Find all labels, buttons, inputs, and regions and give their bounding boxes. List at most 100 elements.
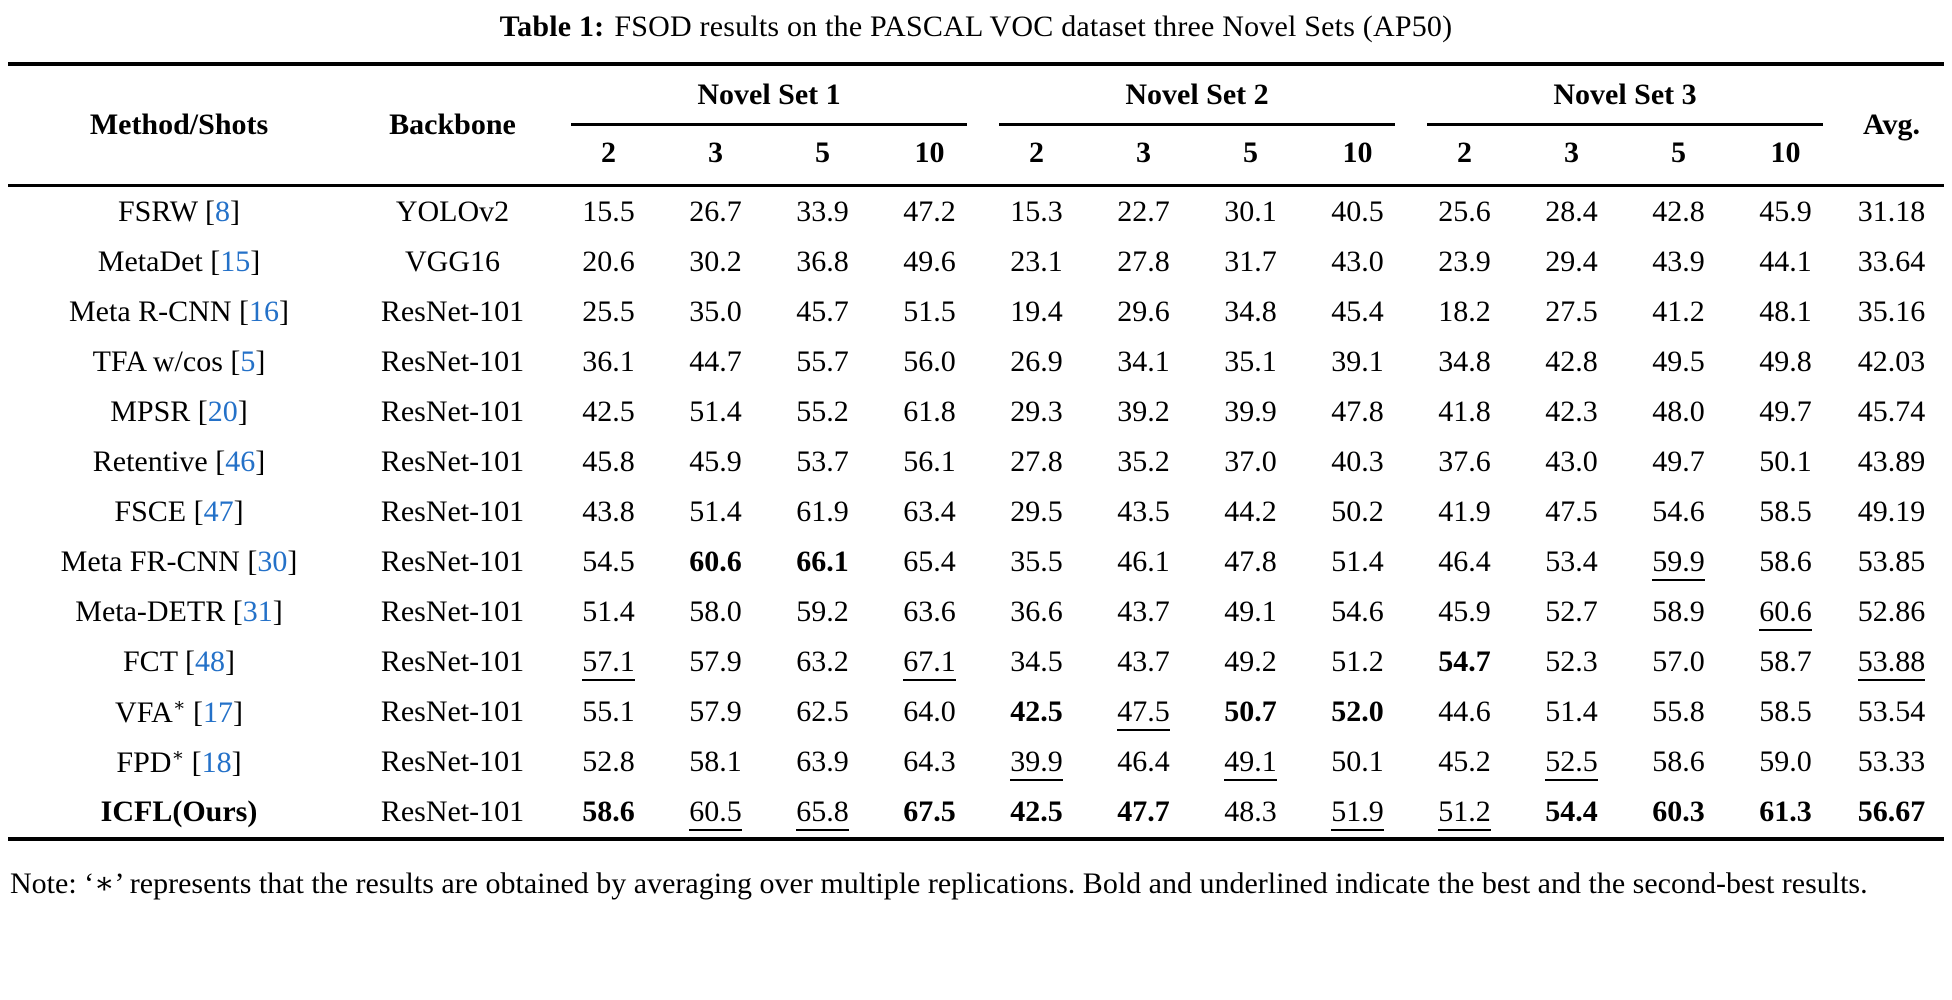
- value-text: 63.6: [903, 595, 956, 628]
- value-text: 45.4: [1331, 295, 1384, 328]
- table-row: FSRW [8] YOLOv2 15.5 26.7 33.9 47.2 15.3 22.7 30…: [8, 186, 1944, 238]
- value-text: 29.5: [1010, 495, 1063, 528]
- table-row: MPSR [20] ResNet-101 42.5 51.4 55.2 61.8 29.3 3…: [8, 387, 1944, 437]
- value-text: 49.1: [1224, 745, 1277, 781]
- value-cell: 25.5: [555, 287, 662, 337]
- value-cell: 45.7: [769, 287, 876, 337]
- col-header-avg: Avg.: [1839, 64, 1944, 187]
- method-name: TFA w/cos: [92, 345, 223, 378]
- value-text: 19.4: [1010, 295, 1063, 328]
- value-text: 45.9: [1438, 595, 1491, 628]
- citation-link[interactable]: 5: [240, 345, 256, 378]
- citation-link[interactable]: 16: [248, 295, 279, 328]
- value-text: 42.5: [582, 395, 635, 428]
- value-text: 36.1: [582, 345, 635, 378]
- value-cell: 55.7: [769, 337, 876, 387]
- value-text: 44.7: [689, 345, 742, 378]
- value-cell: 42.3: [1518, 387, 1625, 437]
- value-text: 53.88: [1857, 645, 1926, 681]
- value-text: 30.1: [1224, 195, 1277, 228]
- value-text: 57.9: [689, 695, 742, 728]
- value-cell: 50.1: [1732, 437, 1839, 487]
- value-cell: 60.5: [662, 787, 769, 841]
- value-text: 59.9: [1652, 545, 1705, 581]
- value-cell: 57.1: [555, 637, 662, 687]
- citation-link[interactable]: 46: [225, 445, 256, 478]
- shot-header: 3: [662, 126, 769, 187]
- citation-link[interactable]: 31: [242, 595, 273, 628]
- value-cell: 23.9: [1411, 237, 1518, 287]
- value-text: 29.4: [1545, 245, 1598, 278]
- value-cell: 55.8: [1625, 687, 1732, 737]
- citation-link[interactable]: 20: [207, 395, 238, 428]
- value-cell: 52.86: [1839, 587, 1944, 637]
- value-cell: 54.7: [1411, 637, 1518, 687]
- value-text: 45.2: [1438, 745, 1491, 778]
- value-cell: 43.9: [1625, 237, 1732, 287]
- value-cell: 52.3: [1518, 637, 1625, 687]
- value-text: 35.16: [1857, 295, 1926, 328]
- value-cell: 47.8: [1197, 537, 1304, 587]
- citation-link[interactable]: 18: [201, 745, 232, 779]
- value-cell: 23.1: [983, 237, 1090, 287]
- method-cell: ICFL(Ours): [8, 787, 350, 841]
- value-cell: 56.0: [876, 337, 983, 387]
- value-text: 50.2: [1331, 495, 1384, 528]
- shot-header: 10: [876, 126, 983, 187]
- value-text: 40.3: [1331, 445, 1384, 478]
- value-cell: 39.9: [1197, 387, 1304, 437]
- value-text: 34.5: [1010, 645, 1063, 678]
- asterisk-marker: ∗: [171, 744, 185, 766]
- value-text: 28.4: [1545, 195, 1598, 228]
- value-text: 58.6: [1652, 745, 1705, 778]
- value-text: 63.2: [796, 645, 849, 678]
- value-text: 58.9: [1652, 595, 1705, 628]
- value-text: 35.1: [1224, 345, 1277, 378]
- value-cell: 41.2: [1625, 287, 1732, 337]
- backbone-cell: ResNet-101: [380, 595, 525, 628]
- value-text: 33.64: [1857, 245, 1926, 278]
- citation-link[interactable]: 30: [257, 545, 288, 578]
- citation-link[interactable]: 48: [194, 645, 225, 678]
- value-cell: 31.18: [1839, 186, 1944, 238]
- table-row: MetaDet [15] VGG16 20.6 30.2 36.8 49.6 23.1 27.…: [8, 237, 1944, 287]
- value-text: 35.5: [1010, 545, 1063, 578]
- value-cell: 49.1: [1197, 587, 1304, 637]
- value-text: 46.1: [1117, 545, 1170, 578]
- value-cell: 66.1: [769, 537, 876, 587]
- value-cell: 64.0: [876, 687, 983, 737]
- value-text: 58.5: [1759, 495, 1812, 528]
- value-text: 47.2: [903, 195, 956, 228]
- value-cell: 44.6: [1411, 687, 1518, 737]
- value-text: 52.0: [1331, 695, 1384, 728]
- method-cell: MetaDet [15]: [97, 245, 261, 278]
- value-text: 54.6: [1331, 595, 1384, 628]
- value-cell: 29.6: [1090, 287, 1197, 337]
- value-cell: 29.4: [1518, 237, 1625, 287]
- citation-link[interactable]: 8: [215, 195, 230, 228]
- backbone-cell: ResNet-101: [380, 645, 525, 678]
- value-text: 15.3: [1010, 195, 1063, 228]
- value-cell: 46.1: [1090, 537, 1197, 587]
- value-text: 43.5: [1117, 495, 1170, 528]
- value-cell: 36.8: [769, 237, 876, 287]
- value-cell: 36.1: [555, 337, 662, 387]
- value-text: 49.2: [1224, 645, 1277, 678]
- citation-link[interactable]: 47: [203, 495, 234, 528]
- shot-header: 5: [1625, 126, 1732, 187]
- value-cell: 35.2: [1090, 437, 1197, 487]
- value-text: 52.5: [1545, 745, 1598, 781]
- value-text: 60.6: [689, 545, 742, 578]
- value-cell: 60.6: [1732, 587, 1839, 637]
- value-text: 43.7: [1117, 645, 1170, 678]
- value-cell: 45.8: [555, 437, 662, 487]
- value-cell: 15.5: [555, 186, 662, 238]
- value-cell: 58.7: [1732, 637, 1839, 687]
- value-text: 64.0: [903, 695, 956, 728]
- value-text: 58.1: [689, 745, 742, 778]
- citation-link[interactable]: 15: [220, 245, 251, 278]
- citation-link[interactable]: 17: [202, 695, 233, 729]
- value-text: 56.0: [903, 345, 956, 378]
- value-text: 46.4: [1117, 745, 1170, 778]
- value-cell: 53.85: [1839, 537, 1944, 587]
